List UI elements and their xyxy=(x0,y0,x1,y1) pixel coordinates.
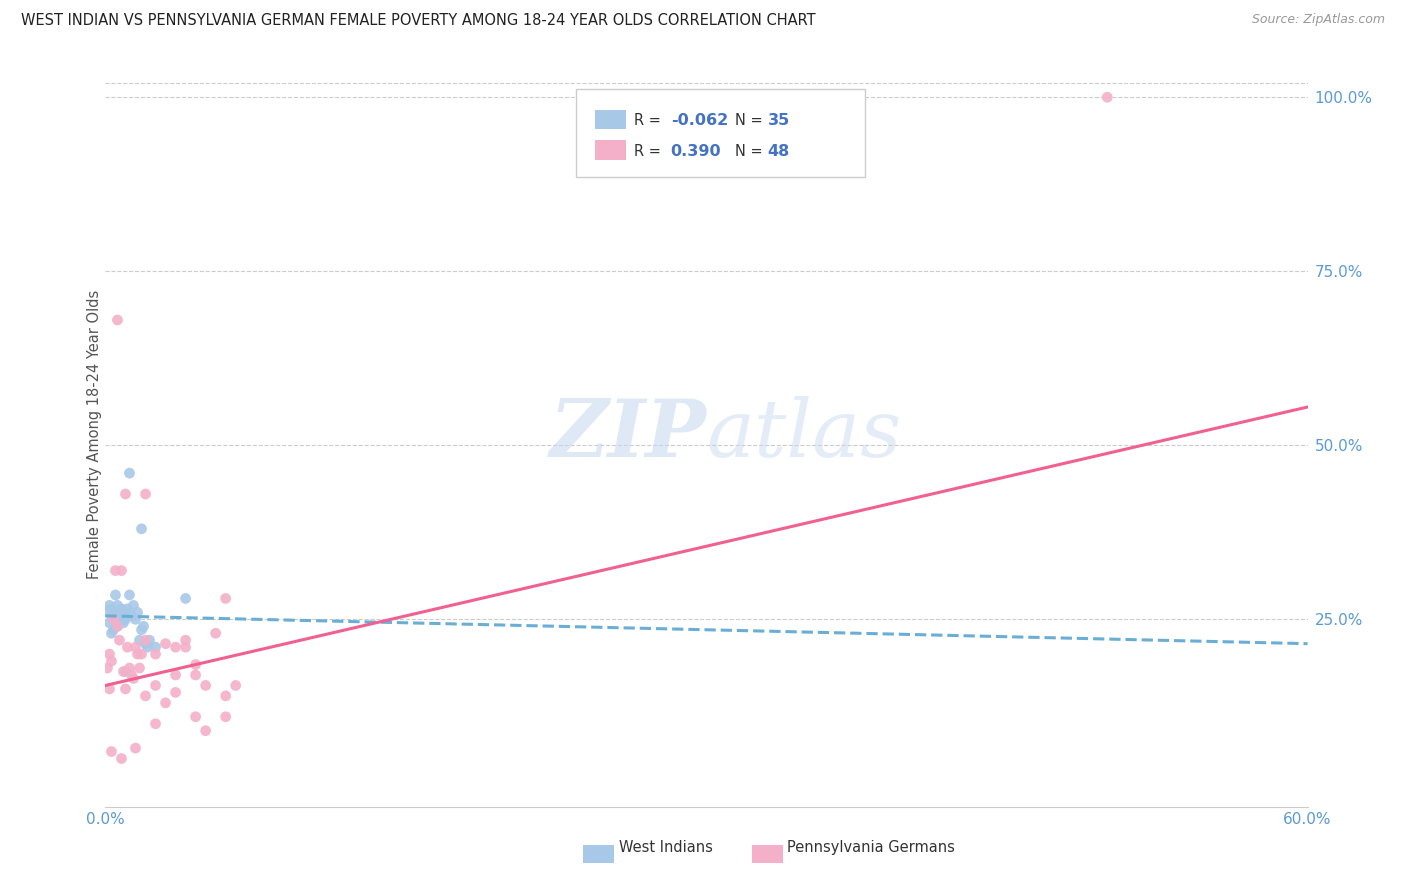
Point xyxy=(184,657,207,672)
Point xyxy=(114,605,136,619)
Point xyxy=(122,599,145,613)
Point xyxy=(214,591,236,606)
Point xyxy=(118,661,141,675)
Point xyxy=(145,647,167,661)
Text: West Indians: West Indians xyxy=(619,840,713,855)
Point xyxy=(121,668,143,682)
Point xyxy=(132,619,155,633)
Point xyxy=(110,564,132,578)
Point xyxy=(110,602,132,616)
Point xyxy=(165,668,187,682)
Point xyxy=(118,588,141,602)
Point xyxy=(107,619,129,633)
Point xyxy=(103,612,125,626)
Point xyxy=(100,745,122,759)
Point xyxy=(110,751,132,765)
Point xyxy=(104,564,127,578)
Text: 48: 48 xyxy=(768,144,790,159)
Point xyxy=(165,685,187,699)
Point xyxy=(107,599,129,613)
Point xyxy=(135,689,157,703)
Point xyxy=(184,668,207,682)
Point xyxy=(107,619,129,633)
Point xyxy=(214,689,236,703)
Text: -0.062: -0.062 xyxy=(671,113,728,128)
Point xyxy=(165,640,187,655)
Text: 0.390: 0.390 xyxy=(671,144,721,159)
Point xyxy=(118,466,141,480)
Point xyxy=(127,647,149,661)
Point xyxy=(104,612,127,626)
Point xyxy=(103,605,125,619)
Point xyxy=(96,605,118,619)
Point xyxy=(194,678,217,692)
Point xyxy=(100,602,122,616)
Point xyxy=(110,605,132,619)
Point xyxy=(138,633,160,648)
Point xyxy=(112,615,135,630)
Point xyxy=(174,633,197,648)
Point xyxy=(136,640,159,655)
Point xyxy=(96,661,118,675)
Point xyxy=(128,661,150,675)
Point xyxy=(194,723,217,738)
Point xyxy=(214,710,236,724)
Point xyxy=(100,626,122,640)
Text: Source: ZipAtlas.com: Source: ZipAtlas.com xyxy=(1251,13,1385,27)
Point xyxy=(117,602,139,616)
Point xyxy=(145,678,167,692)
Point xyxy=(124,741,146,756)
Point xyxy=(174,640,197,655)
Point xyxy=(131,522,153,536)
Point xyxy=(135,637,157,651)
Text: N =: N = xyxy=(735,144,768,159)
Point xyxy=(107,313,129,327)
Point xyxy=(145,640,167,655)
Point xyxy=(100,654,122,668)
Point xyxy=(145,716,167,731)
Point xyxy=(135,633,157,648)
Point xyxy=(127,605,149,619)
Point xyxy=(114,487,136,501)
Text: 35: 35 xyxy=(768,113,790,128)
Point xyxy=(108,633,131,648)
Point xyxy=(204,626,226,640)
Text: atlas: atlas xyxy=(707,396,901,474)
Y-axis label: Female Poverty Among 18-24 Year Olds: Female Poverty Among 18-24 Year Olds xyxy=(87,290,101,580)
Point xyxy=(108,608,131,623)
Point xyxy=(225,678,247,692)
Point xyxy=(98,615,121,630)
Point xyxy=(98,647,121,661)
Point xyxy=(98,681,121,696)
Point xyxy=(114,612,136,626)
Point xyxy=(124,612,146,626)
Text: WEST INDIAN VS PENNSYLVANIA GERMAN FEMALE POVERTY AMONG 18-24 YEAR OLDS CORRELAT: WEST INDIAN VS PENNSYLVANIA GERMAN FEMAL… xyxy=(21,13,815,29)
Point xyxy=(112,665,135,679)
Point xyxy=(122,672,145,686)
Point xyxy=(131,623,153,637)
Point xyxy=(124,640,146,655)
Point xyxy=(112,612,135,626)
Text: R =: R = xyxy=(634,144,671,159)
Point xyxy=(135,487,157,501)
Point xyxy=(155,637,177,651)
Text: Pennsylvania Germans: Pennsylvania Germans xyxy=(787,840,955,855)
Point xyxy=(114,681,136,696)
Point xyxy=(103,623,125,637)
Point xyxy=(114,665,136,679)
Point xyxy=(128,633,150,648)
Text: R =: R = xyxy=(634,113,665,128)
Point xyxy=(174,591,197,606)
Point xyxy=(155,696,177,710)
Point xyxy=(104,588,127,602)
Text: N =: N = xyxy=(735,113,768,128)
Point xyxy=(117,640,139,655)
Text: ZIP: ZIP xyxy=(550,396,707,474)
Point xyxy=(131,647,153,661)
Point xyxy=(184,710,207,724)
Point xyxy=(1097,90,1119,104)
Point xyxy=(121,608,143,623)
Point xyxy=(98,599,121,613)
